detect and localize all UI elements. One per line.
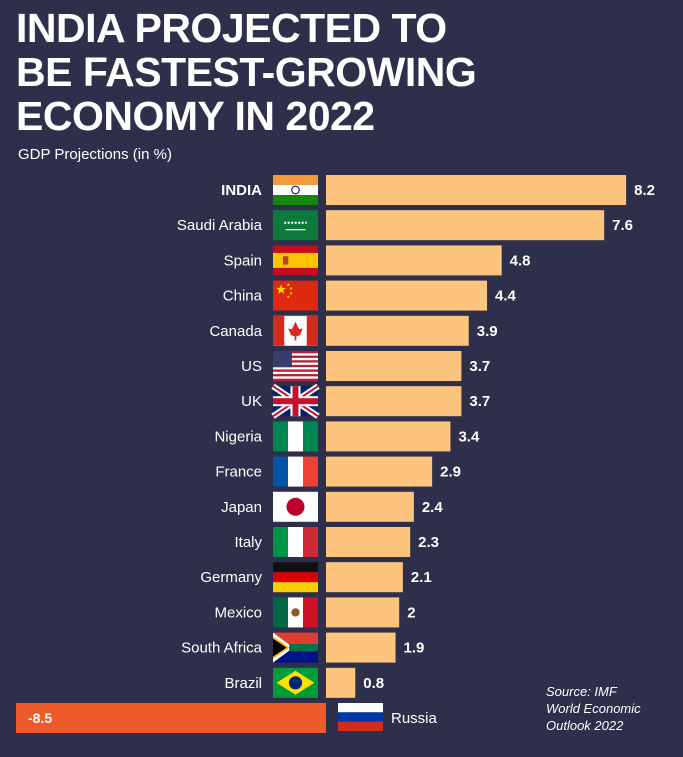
bar-uk [326, 386, 462, 417]
category-label-italy: Italy [234, 534, 262, 551]
france-flag-icon [273, 456, 318, 487]
chart-title: INDIA PROJECTED TO BE FASTEST-GROWING EC… [16, 6, 676, 138]
south-africa-flag-icon [273, 632, 318, 663]
title-line-2: BE FASTEST-GROWING [16, 49, 477, 95]
title-line-3: ECONOMY IN 2022 [16, 93, 375, 139]
value-label-china: 4.4 [495, 288, 517, 305]
bar-nigeria [326, 421, 451, 452]
source-line-2: World Economic [546, 701, 641, 716]
source-line-3: Outlook 2022 [546, 718, 624, 733]
bar-russia [16, 703, 326, 733]
us-flag-icon [273, 351, 318, 382]
nigeria-flag-icon [273, 421, 318, 452]
bar-italy [326, 527, 411, 557]
canada-flag-icon [273, 315, 318, 346]
india-flag-icon [273, 175, 318, 205]
value-label-france: 2.9 [440, 464, 461, 481]
value-label-us: 3.7 [469, 358, 490, 375]
category-label-south-africa: South Africa [181, 640, 263, 657]
category-label-germany: Germany [200, 569, 262, 586]
category-label-russia: Russia [391, 710, 438, 727]
bar-china [326, 280, 488, 311]
russia-flag-icon [338, 703, 383, 731]
bar-spain [326, 245, 502, 276]
bar-mexico [326, 597, 400, 628]
category-label-india: INDIA [221, 182, 262, 199]
saudi-arabia-flag-icon [273, 210, 318, 241]
source-line-1: Source: IMF [546, 684, 617, 699]
source-note: Source: IMF World Economic Outlook 2022 [546, 683, 676, 734]
mexico-flag-icon [273, 597, 318, 628]
value-label-india: 8.2 [634, 182, 655, 199]
value-label-italy: 2.3 [418, 534, 439, 551]
value-label-japan: 2.4 [422, 499, 444, 516]
category-label-us: US [241, 358, 262, 375]
bar-south-africa [326, 632, 396, 663]
italy-flag-icon [273, 527, 318, 557]
spain-flag-icon [273, 245, 318, 276]
category-label-nigeria: Nigeria [214, 428, 262, 445]
value-label-russia: -8.5 [28, 710, 52, 726]
category-label-china: China [223, 288, 263, 305]
bar-saudi-arabia [326, 210, 605, 241]
value-label-germany: 2.1 [411, 569, 432, 586]
bar-india [326, 175, 627, 205]
category-label-saudi-arabia: Saudi Arabia [177, 217, 263, 234]
category-label-uk: UK [241, 393, 262, 410]
value-label-spain: 4.8 [510, 252, 531, 269]
bar-germany [326, 562, 403, 593]
china-flag-icon [273, 280, 318, 311]
category-label-mexico: Mexico [214, 604, 262, 621]
brazil-flag-icon [273, 667, 318, 698]
bar-brazil [326, 667, 356, 698]
bar-japan [326, 491, 414, 522]
value-label-brazil: 0.8 [363, 675, 384, 692]
bar-canada [326, 315, 469, 346]
value-label-south-africa: 1.9 [404, 640, 425, 657]
category-label-france: France [215, 464, 262, 481]
bar-france [326, 456, 433, 487]
category-label-canada: Canada [209, 323, 262, 340]
value-label-mexico: 2 [407, 604, 415, 621]
uk-flag-icon [271, 383, 320, 419]
value-label-canada: 3.9 [477, 323, 498, 340]
category-label-spain: Spain [224, 252, 262, 269]
value-label-nigeria: 3.4 [458, 428, 480, 445]
value-label-uk: 3.7 [469, 393, 490, 410]
bar-us [326, 351, 462, 381]
germany-flag-icon [273, 562, 318, 593]
category-label-brazil: Brazil [224, 675, 262, 692]
value-label-saudi-arabia: 7.6 [612, 217, 633, 234]
category-label-japan: Japan [221, 499, 262, 516]
title-line-1: INDIA PROJECTED TO [16, 5, 447, 51]
japan-flag-icon [273, 491, 318, 522]
chart-subtitle: GDP Projections (in %) [18, 146, 172, 163]
